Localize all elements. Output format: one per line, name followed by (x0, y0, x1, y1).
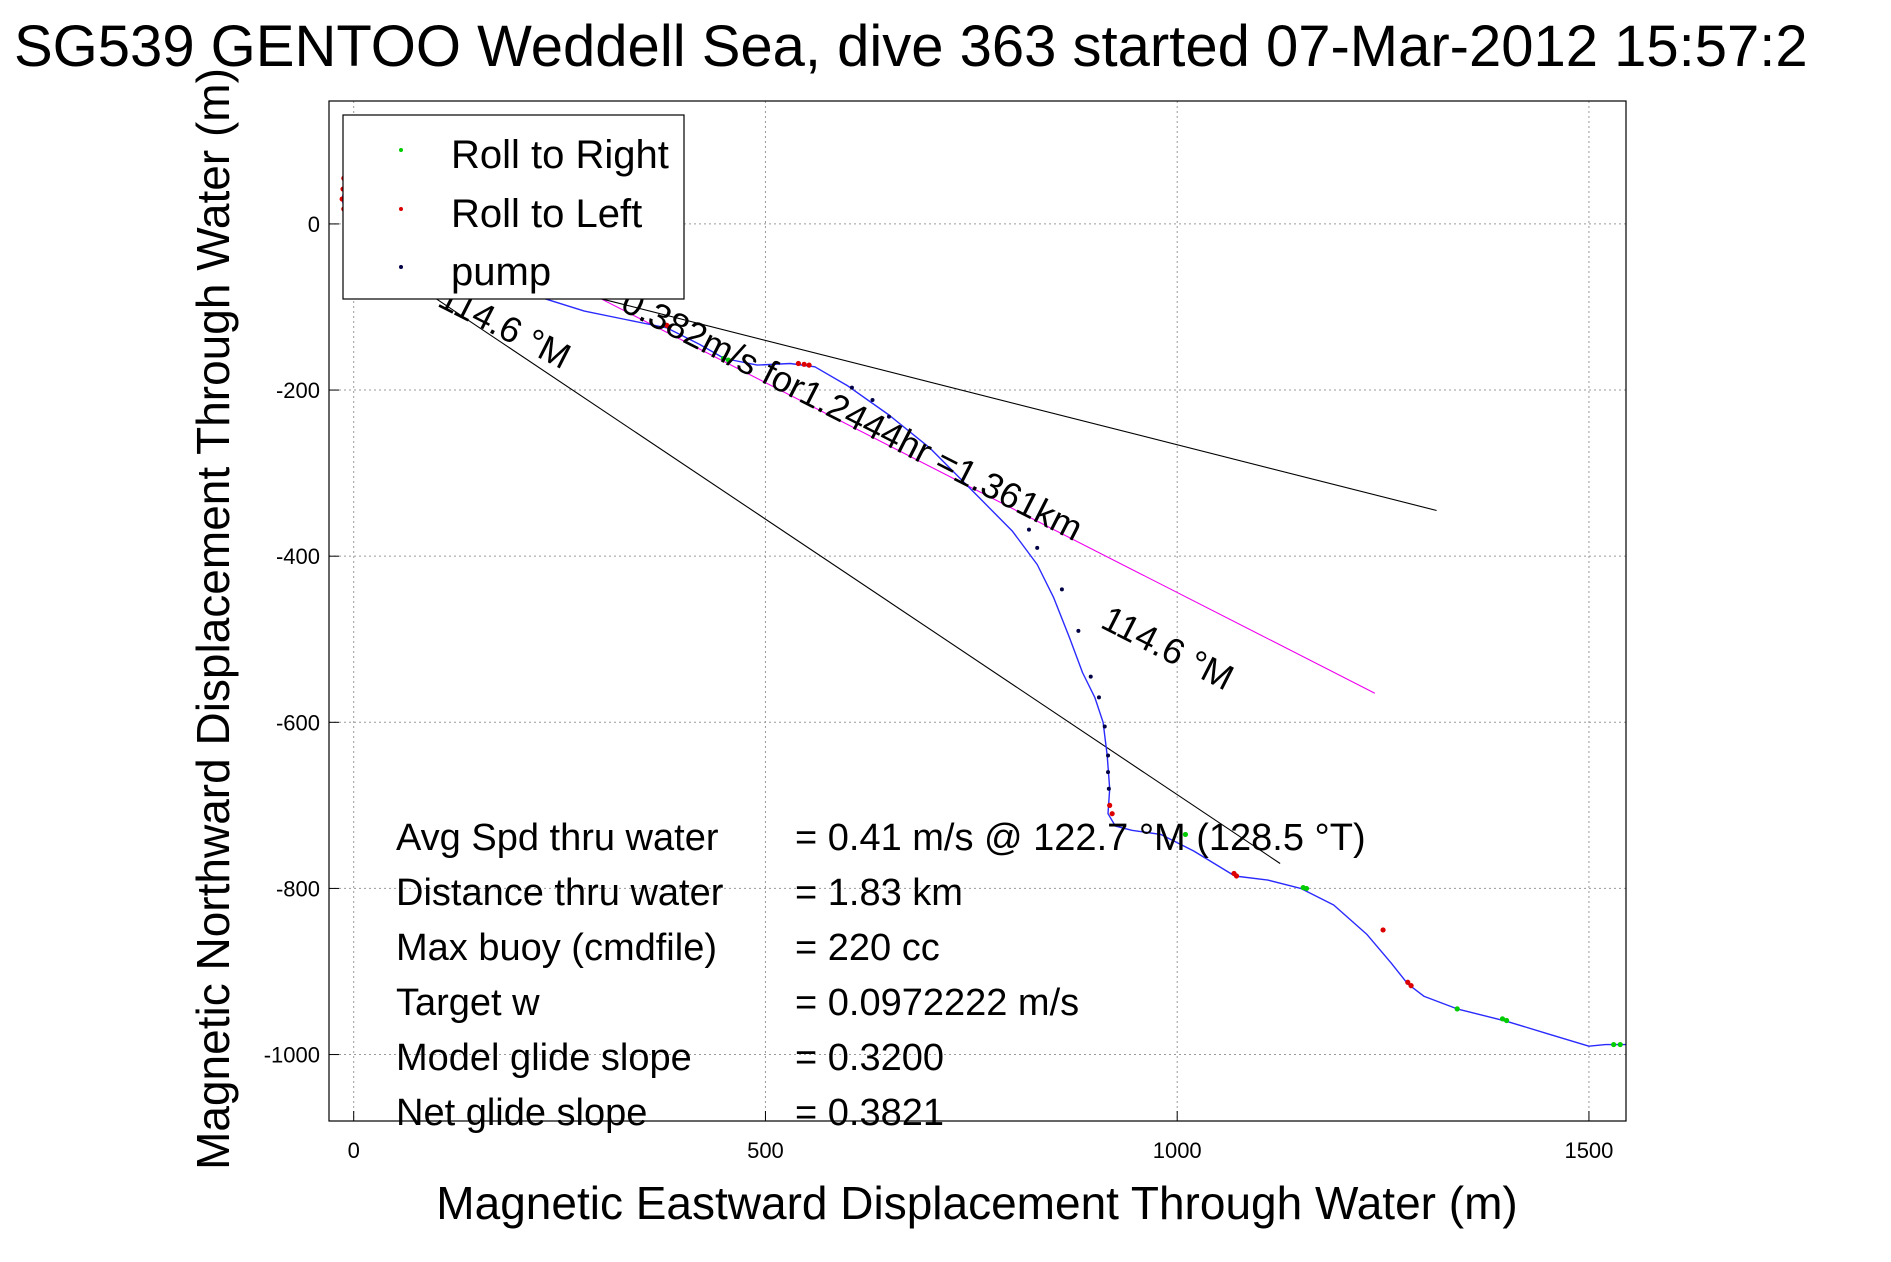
stat-value: = 0.3200 (795, 1037, 944, 1079)
pump-point (849, 385, 854, 390)
roll-left-point (1109, 811, 1115, 817)
track-line (341, 182, 1626, 1047)
dive-statistics: Avg Spd thru water = 0.41 m/s @ 122.7 °M … (396, 817, 1366, 1134)
stat-label: Distance thru water (396, 872, 724, 914)
pump-point (886, 414, 891, 419)
legend-label-roll-right: Roll to Right (451, 133, 669, 177)
roll-right-point (1503, 1017, 1510, 1024)
stat-label: Target w (396, 982, 540, 1024)
axis-ticks: 0 500 1000 1500 0 -200 -400 -600 -800 -1000 (264, 212, 1614, 1163)
track-series (341, 182, 1626, 1047)
chart-title: SG539 GENTOO Weddell Sea, dive 363 start… (14, 14, 1808, 79)
legend-marker-roll-right (399, 148, 403, 152)
stat-value: = 0.3821 (795, 1092, 944, 1134)
roll-left-point (1408, 983, 1414, 989)
x-tick-label: 1000 (1153, 1138, 1202, 1163)
legend-marker-pump (399, 265, 403, 269)
y-axis-label: Magnetic Northward Displacement Through … (187, 68, 239, 1170)
stat-value: = 1.83 km (795, 872, 963, 914)
roll-left-point (801, 361, 807, 367)
stat-label: Avg Spd thru water (396, 817, 719, 859)
pump-point (1102, 724, 1107, 729)
legend-label-roll-left: Roll to Left (451, 192, 642, 236)
guide-lines (435, 298, 1437, 864)
legend: Roll to Right Roll to Left pump (342, 114, 685, 300)
x-tick-label: 0 (348, 1138, 360, 1163)
y-tick-label: -200 (276, 378, 320, 403)
pump-point (1076, 628, 1081, 633)
roll-right-point (720, 355, 727, 362)
pump-point (1106, 753, 1111, 758)
legend-label-pump: pump (451, 250, 551, 294)
roll-right-point (1303, 885, 1310, 892)
stat-value: = 0.41 m/s @ 122.7 °M (128.5 °T) (795, 817, 1366, 859)
roll-left-point (1405, 979, 1411, 985)
pump-point (870, 398, 875, 403)
stat-label: Model glide slope (396, 1037, 692, 1079)
pump-point (1035, 545, 1040, 550)
y-tick-label: -400 (276, 544, 320, 569)
pump-point (1096, 695, 1101, 700)
guide-line-upper (600, 298, 1437, 512)
x-tick-label: 500 (747, 1138, 784, 1163)
roll-left-point (1380, 927, 1386, 933)
pump-point (1106, 786, 1111, 791)
pump-point (1059, 587, 1064, 592)
pump-point (1106, 770, 1111, 775)
roll-right-point (1611, 1041, 1617, 1048)
pump-point (1088, 674, 1093, 679)
stat-value: = 0.0972222 m/s (795, 982, 1079, 1024)
roll-left-point (1233, 873, 1240, 879)
roll-right-point (1454, 1006, 1460, 1012)
roll-right-point (725, 357, 731, 363)
roll-left-point (666, 324, 672, 330)
stat-label: Net glide slope (396, 1092, 647, 1134)
stat-label: Max buoy (cmdfile) (396, 927, 717, 969)
roll-right-point (1499, 1016, 1506, 1022)
pump-point (1026, 527, 1031, 532)
guide-line-lower (435, 298, 1281, 864)
roll-left-point (806, 362, 812, 368)
y-tick-label: -800 (276, 876, 320, 901)
roll-right-point (1182, 831, 1189, 838)
roll-left-point (795, 360, 801, 367)
x-tick-label: 1500 (1564, 1138, 1613, 1163)
stat-value: = 220 cc (795, 927, 940, 969)
y-tick-label: 0 (308, 212, 320, 237)
x-axis-label: Magnetic Eastward Displacement Through W… (436, 1177, 1517, 1229)
roll-left-point (1107, 802, 1113, 808)
legend-marker-roll-left (399, 207, 403, 211)
plot-frame (328, 100, 1627, 1122)
y-tick-label: -1000 (264, 1043, 320, 1068)
y-tick-label: -600 (276, 710, 320, 735)
heading-line (600, 298, 1376, 694)
roll-right-point (1617, 1041, 1623, 1048)
